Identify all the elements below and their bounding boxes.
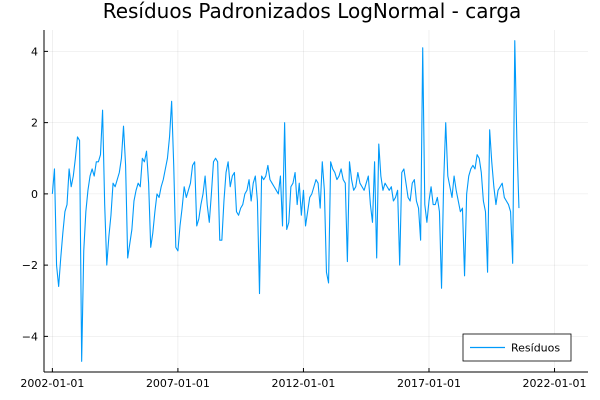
y-tick-label: −2: [22, 259, 38, 272]
tick-labels: 2002-01-01 2007-01-01 2012-01-01 2017-01-01…: [20, 45, 586, 390]
chart-title: Resíduos Padronizados LogNormal - carga: [103, 0, 522, 23]
grid: [44, 30, 588, 372]
x-tick-label: 2017-01-01: [397, 377, 461, 390]
y-tick-label: −4: [22, 330, 38, 343]
legend: Resíduos: [462, 333, 572, 362]
y-tick-label: 2: [31, 117, 38, 130]
series-layer: [51, 40, 520, 362]
x-tick-label: 2007-01-01: [146, 377, 210, 390]
y-tick-label: 4: [31, 45, 38, 58]
x-tick-label: 2012-01-01: [271, 377, 335, 390]
series-line-residuos: [51, 40, 520, 362]
x-tick-label: 2022-01-01: [523, 377, 587, 390]
axes: [43, 30, 588, 373]
legend-label: Resíduos: [511, 342, 560, 355]
x-tick-label: 2002-01-01: [20, 377, 84, 390]
legend-box: [462, 333, 572, 362]
y-tick-label: 0: [31, 188, 38, 201]
